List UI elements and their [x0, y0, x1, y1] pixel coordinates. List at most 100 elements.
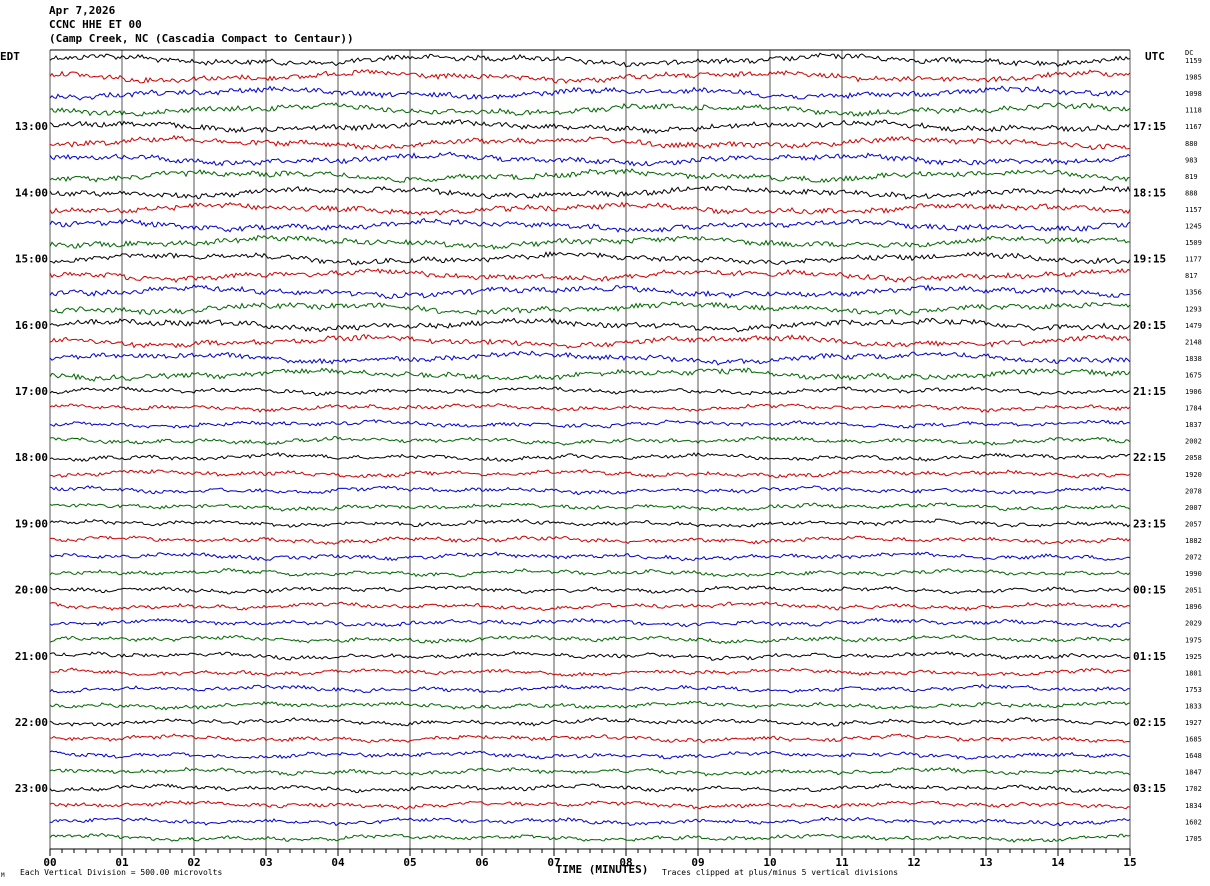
- trace-line: [49, 485, 1131, 496]
- dc-offset-label: 1293: [1185, 305, 1202, 313]
- dc-offset-label: 1685: [1185, 736, 1202, 744]
- header-channel: CCNC HHE ET 00: [49, 18, 142, 31]
- x-tick-label: 13: [979, 856, 992, 869]
- dc-offset-label: 1675: [1185, 371, 1202, 379]
- dc-offset-label: 1159: [1185, 57, 1202, 65]
- trace-line: [49, 168, 1131, 184]
- dc-offset-label: 1509: [1185, 239, 1202, 247]
- right-hour-label: 20:15: [1133, 319, 1166, 332]
- trace-line: [49, 52, 1131, 68]
- left-hour-label: 13:00: [15, 120, 48, 133]
- trace-line: [49, 419, 1131, 429]
- x-tick-label: 00: [43, 856, 56, 869]
- dc-offset-label: 1702: [1185, 785, 1202, 793]
- x-tick-label: 04: [331, 856, 345, 869]
- trace-line: [49, 617, 1131, 628]
- dc-offset-label: 1833: [1185, 702, 1202, 710]
- axis-labels: 00 01 02 03 04 05 06 07 08 09 10 11 12 13 14 15 13:00 14:…: [0, 49, 1202, 879]
- dc-offset-label: 983: [1185, 156, 1198, 164]
- dc-offset-label: 1838: [1185, 355, 1202, 363]
- trace-line: [49, 134, 1131, 151]
- trace-line: [49, 650, 1131, 661]
- dc-offset-label: 1847: [1185, 769, 1202, 777]
- trace-group: [49, 52, 1131, 843]
- left-hour-label: 17:00: [15, 385, 48, 398]
- trace-line: [49, 217, 1131, 233]
- trace-line: [49, 468, 1131, 479]
- dc-offset-label: 1906: [1185, 388, 1202, 396]
- left-hour-label: 20:00: [15, 584, 48, 597]
- dc-offset-label: 1245: [1185, 223, 1202, 231]
- dc-offset-label: 817: [1185, 272, 1198, 280]
- trace-line: [49, 119, 1131, 135]
- right-hour-label: 18:15: [1133, 186, 1166, 199]
- dc-offset-label: 880: [1185, 140, 1198, 148]
- trace-line: [49, 567, 1131, 578]
- x-tick-label: 06: [475, 856, 489, 869]
- clipping-note: Traces clipped at plus/minus 5 vertical …: [662, 868, 898, 877]
- x-tick-label: 10: [763, 856, 776, 869]
- dc-offset-label: 2051: [1185, 587, 1202, 595]
- right-hour-label: 22:15: [1133, 451, 1166, 464]
- left-hour-label: 15:00: [15, 253, 48, 266]
- left-hour-label: 21:00: [15, 650, 48, 663]
- trace-line: [49, 85, 1131, 101]
- trace-line: [49, 700, 1131, 711]
- trace-line: [49, 69, 1131, 84]
- trace-line: [49, 234, 1131, 250]
- trace-line: [49, 750, 1131, 760]
- dc-header-label: DC: [1185, 49, 1193, 57]
- x-tick-label: 08: [619, 856, 632, 869]
- dc-offset-label: 2057: [1185, 520, 1202, 528]
- dc-offset-label: 1157: [1185, 206, 1202, 214]
- dc-offset-label: 1985: [1185, 74, 1202, 82]
- x-tick-label: 11: [835, 856, 849, 869]
- right-hour-label: 19:15: [1133, 253, 1166, 266]
- x-tick-label: 01: [115, 856, 129, 869]
- dc-offset-label: 1177: [1185, 256, 1202, 264]
- x-axis-title: TIME (MINUTES): [556, 863, 649, 876]
- trace-line: [49, 386, 1131, 397]
- trace-line: [49, 717, 1131, 727]
- dc-offset-label: 1705: [1185, 835, 1202, 843]
- trace-line: [49, 185, 1131, 200]
- right-hour-label: 21:15: [1133, 385, 1166, 398]
- trace-line: [49, 733, 1131, 744]
- trace-line: [49, 283, 1131, 299]
- trace-line: [49, 799, 1131, 810]
- dc-offset-label: 2002: [1185, 438, 1202, 446]
- x-tick-label: 05: [403, 856, 416, 869]
- dc-offset-label: 1925: [1185, 653, 1202, 661]
- x-tick-label: 02: [187, 856, 200, 869]
- corner-mark: M: [1, 872, 5, 879]
- dc-offset-label: 1098: [1185, 90, 1202, 98]
- trace-line: [49, 435, 1131, 446]
- dc-offset-label: 1920: [1185, 471, 1202, 479]
- x-tick-label: 03: [259, 856, 272, 869]
- trace-line: [49, 832, 1131, 843]
- trace-line: [49, 816, 1131, 827]
- trace-line: [49, 683, 1131, 694]
- trace-line: [49, 766, 1131, 777]
- trace-line: [49, 667, 1131, 678]
- dc-offset-label: 1927: [1185, 719, 1202, 727]
- right-timezone-label: UTC: [1145, 50, 1165, 63]
- minute-grid: [49, 49, 1131, 856]
- dc-offset-label: 888: [1185, 189, 1198, 197]
- dc-offset-label: 1167: [1185, 123, 1202, 131]
- trace-line: [49, 403, 1131, 413]
- dc-offset-label: 1356: [1185, 289, 1202, 297]
- dc-offset-label: 1753: [1185, 686, 1202, 694]
- trace-line: [49, 268, 1131, 284]
- trace-line: [49, 535, 1131, 545]
- dc-offset-label: 1975: [1185, 636, 1202, 644]
- dc-offset-label: 1834: [1185, 802, 1202, 810]
- trace-line: [49, 601, 1131, 612]
- trace-line: [49, 783, 1131, 794]
- trace-line: [49, 301, 1131, 316]
- dc-offset-label: 1479: [1185, 322, 1202, 330]
- trace-line: [49, 350, 1131, 366]
- right-hour-label: 01:15: [1133, 650, 1166, 663]
- dc-offset-label: 1882: [1185, 537, 1202, 545]
